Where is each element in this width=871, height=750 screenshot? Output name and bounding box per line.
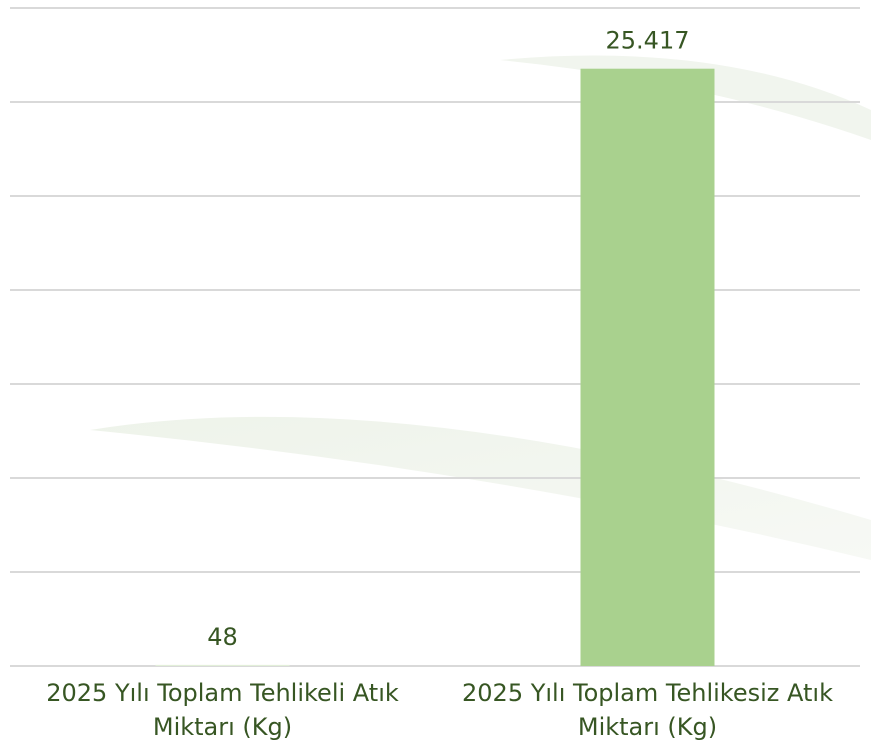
background-leaf [90,416,871,560]
x-tick-label: 2025 Yılı Toplam Tehlikesiz Atık Miktarı… [462,679,833,741]
value-label: 48 [207,623,238,651]
bar [155,664,290,666]
value-label: 25.417 [606,27,690,55]
plot-area: 48 25.417 [10,7,860,667]
bar [580,68,715,666]
x-tick-label: 2025 Yılı Toplam Tehlikeli Atık Miktarı … [46,679,399,741]
